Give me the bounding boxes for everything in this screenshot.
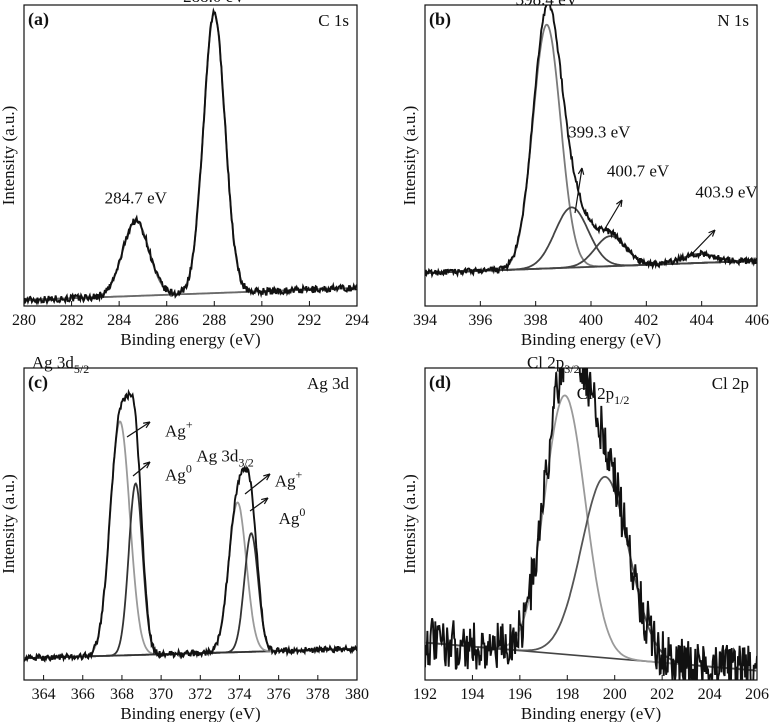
x-tick-label: 282 [60, 312, 84, 329]
raw-spectrum-line [425, 5, 757, 279]
panel-b: 394 396 398 400 402 404 406 Binding energy (eV)… [400, 0, 769, 349]
x-tick-label: 200 [603, 686, 627, 703]
x-tick-label: 364 [32, 686, 56, 703]
x-axis-label: Binding energy (eV) [120, 704, 260, 722]
pointer-arrow [602, 199, 623, 233]
x-tick-label: 294 [345, 312, 369, 329]
peak-annotation: Ag 3d3/2 [196, 447, 253, 470]
peak-annotation: Cl 2p3/2 [527, 353, 580, 376]
y-axis-label: Intensity (a.u.) [0, 474, 18, 574]
x-tick-label: 204 [698, 686, 722, 703]
peak-annotation: 288.0 eV [183, 0, 246, 6]
plot-frame [23, 4, 358, 307]
x-tick-label: 368 [110, 686, 134, 703]
arrow-head [261, 497, 269, 505]
element-label: N 1s [717, 11, 749, 30]
x-tick-label: 198 [555, 686, 579, 703]
plot-frame [424, 367, 758, 681]
x-tick-label: 280 [12, 312, 36, 329]
x-tick-label: 288 [202, 312, 226, 329]
peak-annotation: Ag+ [275, 468, 303, 491]
x-axis-label: Binding energy (eV) [521, 330, 661, 349]
peak-annotation: 403.9 eV [695, 183, 758, 202]
fit-288.0-curve [24, 11, 357, 301]
x-tick-label: 292 [297, 312, 321, 329]
y-axis-label: Intensity (a.u.) [400, 474, 419, 574]
x-tick-label: 194 [460, 686, 484, 703]
x-tick-label: 290 [250, 312, 274, 329]
x-tick-label: 376 [267, 686, 291, 703]
arrow-head [143, 461, 151, 469]
pointer-arrow [574, 167, 583, 214]
x-tick-label: 378 [306, 686, 330, 703]
x-tick-label: 406 [745, 312, 769, 329]
arrow-head [616, 199, 623, 208]
panel-label: (d) [429, 372, 451, 393]
arrow-head [143, 421, 151, 429]
element-label: Ag 3d [307, 374, 350, 393]
x-tick-label: 400 [579, 312, 603, 329]
peak-annotation: Ag 3d5/2 [32, 353, 89, 376]
pointer-arrow [244, 473, 271, 495]
arrow-head [263, 473, 271, 481]
panel-a: 280 282 284 286 288 290 292 294 Binding energy (… [0, 0, 369, 349]
x-axis-label: Binding energy (eV) [120, 330, 260, 349]
x-tick-label: 202 [650, 686, 674, 703]
fit-Ag0-3d3/2-curve [24, 532, 357, 660]
x-tick-label: 374 [227, 686, 251, 703]
peak-annotation: 399.3 eV [568, 122, 631, 141]
panel-d: 192 194 196 198 200 202 204 206 Binding energy (… [400, 353, 769, 722]
panel-label: (b) [429, 9, 451, 30]
x-tick-label: 284 [107, 312, 131, 329]
fit-Ag+-3d3/2-curve [24, 501, 357, 660]
x-tick-label: 192 [413, 686, 437, 703]
x-tick-label: 372 [188, 686, 212, 703]
peak-annotation: 284.7 eV [105, 189, 168, 208]
x-axis-label: Binding energy (eV) [521, 704, 661, 722]
x-tick-label: 196 [508, 686, 532, 703]
x-tick-label: 380 [345, 686, 369, 703]
peak-annotation: Ag0 [165, 461, 192, 484]
element-label: Cl 2p [712, 374, 749, 393]
x-tick-label: 286 [155, 312, 179, 329]
y-axis-label: Intensity (a.u.) [0, 106, 18, 206]
arrow-head [708, 229, 716, 237]
peak-annotation: Cl 2p1/2 [577, 384, 630, 407]
peak-annotation: 400.7 eV [607, 162, 670, 181]
element-label: C 1s [318, 11, 349, 30]
fit-Ag0-3d5/2-curve [24, 482, 357, 660]
panel-c: 364 366 368 370 372 374 376 378 380 Binding energ… [0, 353, 369, 722]
peak-annotation: Ag+ [165, 418, 193, 441]
pointer-arrow [132, 461, 151, 477]
pointer-arrow [126, 421, 151, 438]
x-tick-label: 396 [468, 312, 492, 329]
x-tick-label: 370 [149, 686, 173, 703]
x-tick-label: 394 [413, 312, 437, 329]
raw-spectrum-line [24, 7, 357, 306]
panel-label: (c) [28, 372, 48, 393]
arrow-head [577, 167, 585, 175]
raw-spectrum-line [425, 368, 757, 680]
raw-spectrum-line [24, 388, 357, 663]
x-tick-label: 404 [690, 312, 714, 329]
pointer-arrow [687, 229, 716, 259]
x-tick-label: 402 [634, 312, 658, 329]
pointer-arrow [249, 497, 269, 512]
plot-frame [23, 367, 358, 681]
peak-annotation: Ag0 [279, 505, 306, 528]
fit-Ag+-3d5/2-curve [24, 420, 357, 660]
y-axis-label: Intensity (a.u.) [400, 106, 419, 206]
peak-annotation: 398.4 eV [516, 0, 579, 9]
x-tick-label: 206 [745, 686, 769, 703]
x-tick-label: 398 [524, 312, 548, 329]
panel-label: (a) [28, 9, 49, 30]
plot-frame [424, 4, 758, 307]
x-tick-label: 366 [71, 686, 95, 703]
